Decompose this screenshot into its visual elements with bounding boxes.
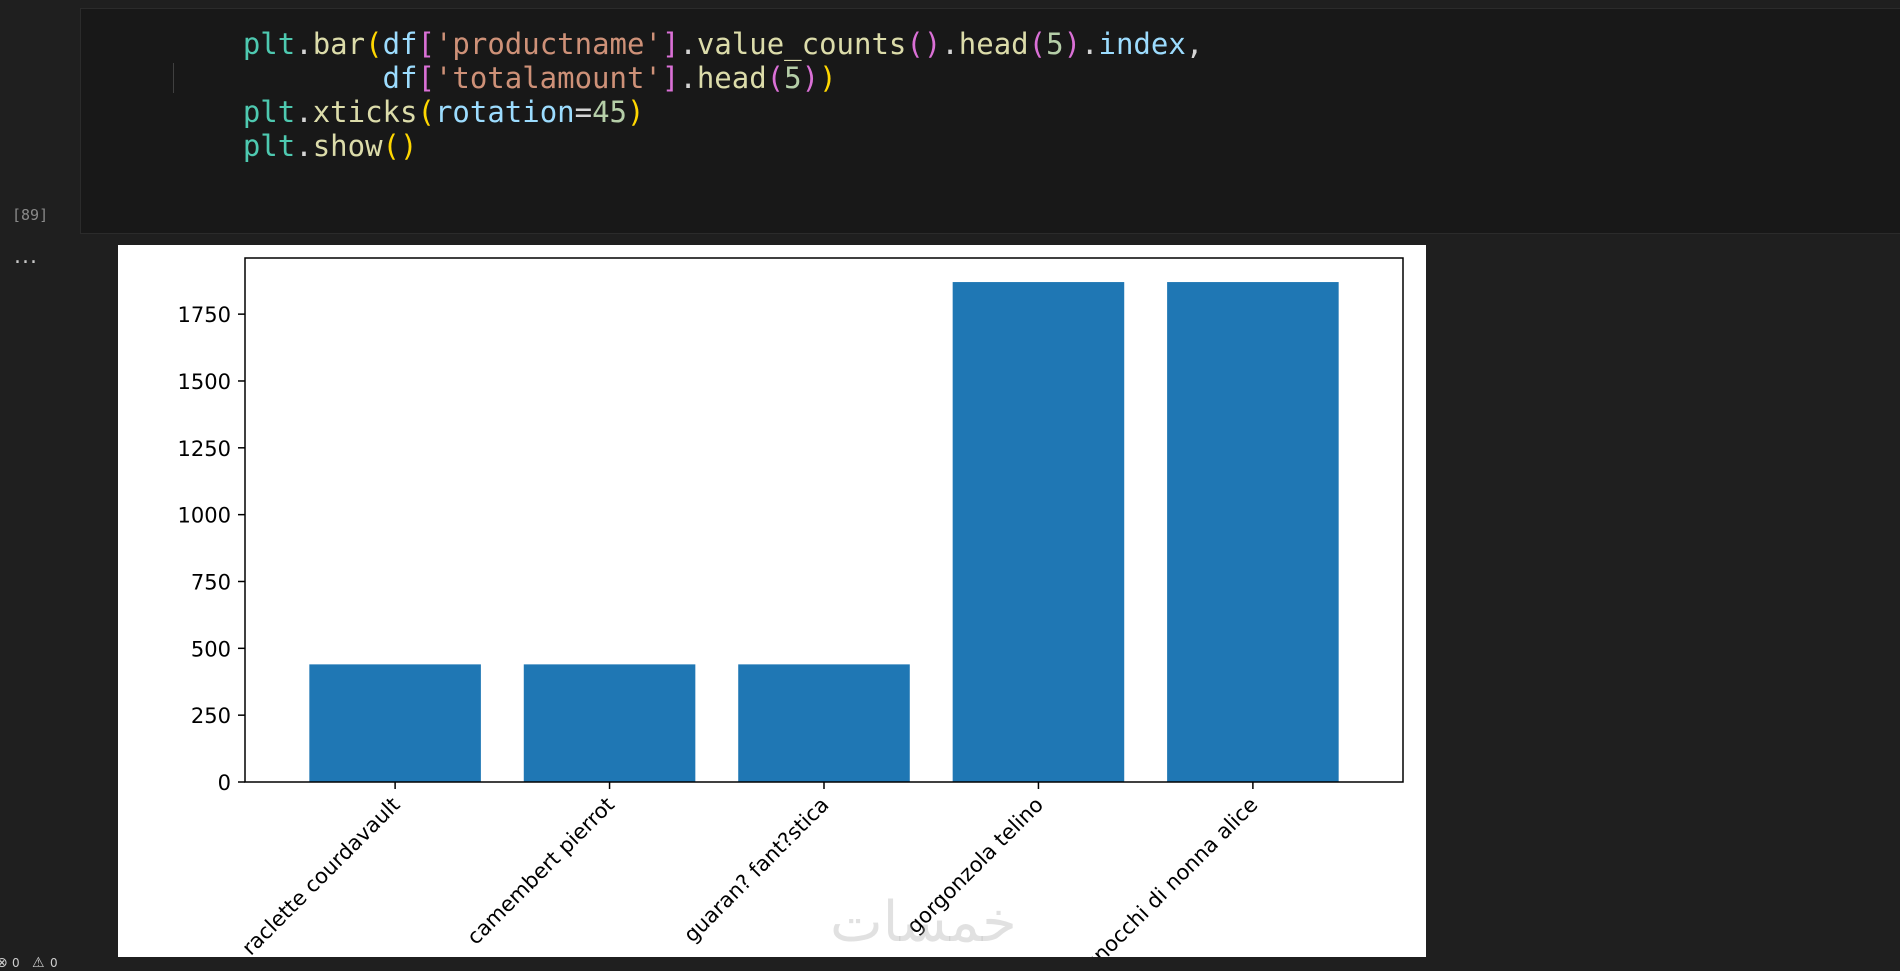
y-tick-label: 1000 <box>178 504 231 528</box>
code-token: plt <box>242 27 296 61</box>
code-token: plt <box>242 129 296 163</box>
code-token: ) <box>801 61 820 95</box>
y-tick-label: 500 <box>191 637 231 661</box>
code-token: ( <box>1028 27 1047 61</box>
code-token: ( <box>417 95 435 129</box>
y-tick-label: 1500 <box>178 370 231 394</box>
code-token: 'productname' <box>434 27 662 61</box>
code-token: head <box>696 61 767 95</box>
watermark: خمسات <box>830 890 1017 955</box>
bar <box>738 664 910 782</box>
code-token <box>173 27 243 61</box>
indent-guide <box>173 63 174 93</box>
y-tick-label: 1250 <box>178 437 231 461</box>
code-token <box>173 61 383 95</box>
code-token: 5 <box>1046 27 1064 61</box>
code-token: [ <box>417 27 435 61</box>
y-tick-label: 0 <box>218 771 231 795</box>
y-tick-label: 750 <box>191 570 231 594</box>
code-token: ] <box>661 61 680 95</box>
y-tick-label: 1750 <box>178 303 231 327</box>
x-tick-label: guaran? fant?stica <box>679 793 834 948</box>
code-token: () <box>382 129 418 163</box>
bar-chart: raclette courdavault camembert pierrot gua… <box>178 257 1404 971</box>
code-token: 45 <box>592 95 628 129</box>
code-token: show <box>312 129 383 163</box>
code-token: [ <box>417 61 435 95</box>
code-token: head <box>958 27 1029 61</box>
x-tick-label: gnocchi di nonna alice <box>1079 793 1263 957</box>
bar <box>309 664 481 782</box>
code-token: ) <box>819 61 837 95</box>
code-token: ] <box>661 27 680 61</box>
warning-icon[interactable]: ⚠ <box>32 955 45 971</box>
output-menu-icon[interactable]: ... <box>14 244 38 269</box>
code-token: . <box>679 27 697 61</box>
code-editor[interactable]: plt.bar(df['productname'].value_counts()… <box>173 27 1203 163</box>
code-token: . <box>295 129 313 163</box>
code-token: df <box>382 61 418 95</box>
code-token: 'totalamount' <box>434 61 662 95</box>
code-token: = <box>574 95 593 129</box>
error-count: 0 <box>12 956 20 970</box>
code-token: . <box>1081 27 1099 61</box>
code-token: . <box>941 27 959 61</box>
code-token: df <box>382 27 418 61</box>
code-token: ) <box>627 95 645 129</box>
code-token: index <box>1098 27 1186 61</box>
execution-count: [89] <box>12 206 49 224</box>
code-cell[interactable]: plt.bar(df['productname'].value_counts()… <box>80 8 1900 234</box>
code-token <box>173 95 243 129</box>
code-token: , <box>1185 27 1204 61</box>
bar <box>1167 282 1339 782</box>
warning-count: 0 <box>50 956 58 970</box>
x-tick-label: raclette courdavault <box>237 793 404 957</box>
code-token: ( <box>365 27 383 61</box>
code-token: . <box>295 27 313 61</box>
code-token: . <box>295 95 313 129</box>
code-token <box>173 129 243 163</box>
code-token: plt <box>242 95 296 129</box>
error-icon[interactable]: ⊗ <box>0 955 8 971</box>
y-tick-label: 250 <box>191 704 231 728</box>
code-token: ( <box>766 61 785 95</box>
bar <box>952 282 1125 782</box>
status-bar: ⊗ 0 ⚠ 0 <box>0 955 1900 971</box>
code-token: () <box>906 27 942 61</box>
cell-output: raclette courdavault camembert pierrot gua… <box>118 245 1426 971</box>
x-tick-label: camembert pierrot <box>462 793 619 950</box>
code-token: ) <box>1063 27 1082 61</box>
code-token: bar <box>312 27 366 61</box>
code-token: xticks <box>312 95 418 129</box>
code-token: rotation <box>434 95 575 129</box>
bar <box>523 664 696 782</box>
code-token: value_counts <box>696 27 907 61</box>
plot-frame <box>244 257 1404 783</box>
code-token: 5 <box>784 61 802 95</box>
code-token: . <box>679 61 697 95</box>
